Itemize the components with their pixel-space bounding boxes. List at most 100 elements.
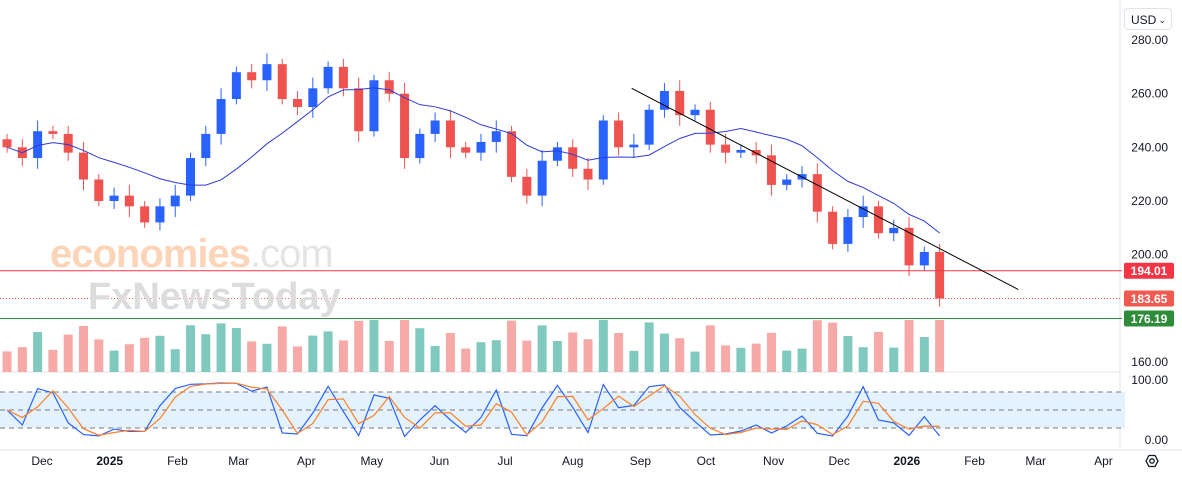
- volume-bar: [935, 320, 945, 372]
- candle-body: [231, 72, 241, 100]
- volume-bar: [186, 325, 196, 372]
- price-tick-label: 200.00: [1131, 248, 1168, 262]
- level-label: 176.19: [1131, 312, 1168, 326]
- candle-body: [78, 152, 88, 180]
- time-tick-label: Mar: [1025, 454, 1046, 468]
- volume-bar: [644, 322, 654, 372]
- candle-body: [262, 64, 272, 81]
- candle-body: [919, 251, 929, 266]
- candle-body: [445, 120, 455, 148]
- volume-bar: [400, 320, 410, 372]
- time-tick-label: Dec: [31, 454, 52, 468]
- volume-bar: [598, 320, 608, 372]
- stoch-k-line: [6, 382, 941, 438]
- volume-bar: [828, 322, 838, 372]
- time-tick-label: Apr: [1094, 454, 1113, 468]
- candle-body: [873, 206, 883, 234]
- time-tick-label: Dec: [828, 454, 849, 468]
- volume-bar: [537, 325, 547, 372]
- currency-selector[interactable]: USD ⌄: [1124, 8, 1172, 30]
- candle-body: [705, 109, 715, 145]
- candle-body: [323, 66, 333, 89]
- volume-bar: [690, 351, 700, 372]
- volume-bar: [231, 328, 241, 372]
- candle-body: [63, 133, 73, 153]
- volume-bar: [293, 346, 303, 372]
- volume-bar: [522, 340, 532, 372]
- time-tick-label: 2026: [894, 454, 921, 468]
- volume-bar: [919, 337, 929, 372]
- candle-body: [109, 195, 119, 201]
- volume-bar: [461, 348, 471, 372]
- volume-bar: [782, 350, 792, 372]
- time-tick-label: Jul: [497, 454, 512, 468]
- candle-body: [247, 72, 257, 81]
- price-tick-label: 240.00: [1131, 140, 1168, 154]
- candle-body: [2, 139, 12, 148]
- candle-body: [155, 206, 165, 223]
- candle-body: [201, 133, 211, 159]
- volume-bar: [904, 320, 914, 372]
- candle-body: [277, 64, 287, 100]
- volume-bar: [583, 339, 593, 372]
- volume-bar: [858, 347, 868, 372]
- volume-bar: [476, 342, 486, 372]
- level-badge: [1124, 310, 1174, 327]
- volume-bar: [430, 346, 440, 372]
- volume-bar: [354, 320, 364, 372]
- candle-body: [736, 150, 746, 153]
- volume-bar: [812, 320, 822, 372]
- volume-bar: [889, 347, 899, 372]
- candle-body: [598, 120, 608, 180]
- candle-body: [384, 80, 394, 94]
- volume-bar: [94, 339, 104, 372]
- candle-body: [644, 109, 654, 145]
- volume-bar: [155, 335, 165, 372]
- volume-bar: [614, 333, 624, 372]
- oscillator-tick-label: 0.00: [1145, 433, 1169, 447]
- candle-body: [522, 176, 532, 196]
- candle-body: [659, 90, 669, 110]
- candle-body: [828, 211, 838, 244]
- level-badge: [1124, 262, 1174, 279]
- volume-bar: [629, 350, 639, 372]
- candle-body: [186, 158, 196, 196]
- trendline: [631, 87, 1019, 290]
- candle-body: [354, 88, 364, 132]
- volume-bar: [308, 335, 318, 372]
- volume-bar: [140, 337, 150, 372]
- settings-dot: [1149, 458, 1155, 464]
- price-tick-label: 220.00: [1131, 194, 1168, 208]
- price-tick-label: 160.00: [1131, 355, 1168, 369]
- time-tick-label: May: [360, 454, 383, 468]
- candle-body: [583, 168, 593, 180]
- volume-bar: [63, 334, 73, 372]
- volume-bar: [277, 326, 287, 372]
- candle-body: [293, 99, 303, 108]
- candle-body: [766, 155, 776, 185]
- candle-body: [491, 131, 501, 142]
- volume-bar: [721, 345, 731, 372]
- volume-bar: [751, 343, 761, 372]
- candle-body: [170, 195, 180, 207]
- time-tick-label: Aug: [562, 454, 583, 468]
- candle-body: [338, 66, 348, 89]
- volume-bar: [201, 334, 211, 372]
- volume-bar: [78, 326, 88, 372]
- candle-body: [507, 131, 517, 177]
- candle-body: [629, 144, 639, 148]
- volume-bar: [568, 332, 578, 372]
- candle-body: [94, 179, 104, 201]
- volume-bar: [843, 336, 853, 372]
- settings-icon[interactable]: [1145, 454, 1159, 468]
- oscillator-tick-label: 100.00: [1131, 373, 1168, 387]
- time-tick-label: Mar: [228, 454, 249, 468]
- candle-body: [858, 206, 868, 218]
- volume-bar: [369, 320, 379, 372]
- candle-body: [721, 144, 731, 153]
- volume-bar: [873, 332, 883, 372]
- volume-bar: [17, 347, 27, 372]
- moving-average-line: [6, 87, 940, 234]
- candle-body: [675, 90, 685, 116]
